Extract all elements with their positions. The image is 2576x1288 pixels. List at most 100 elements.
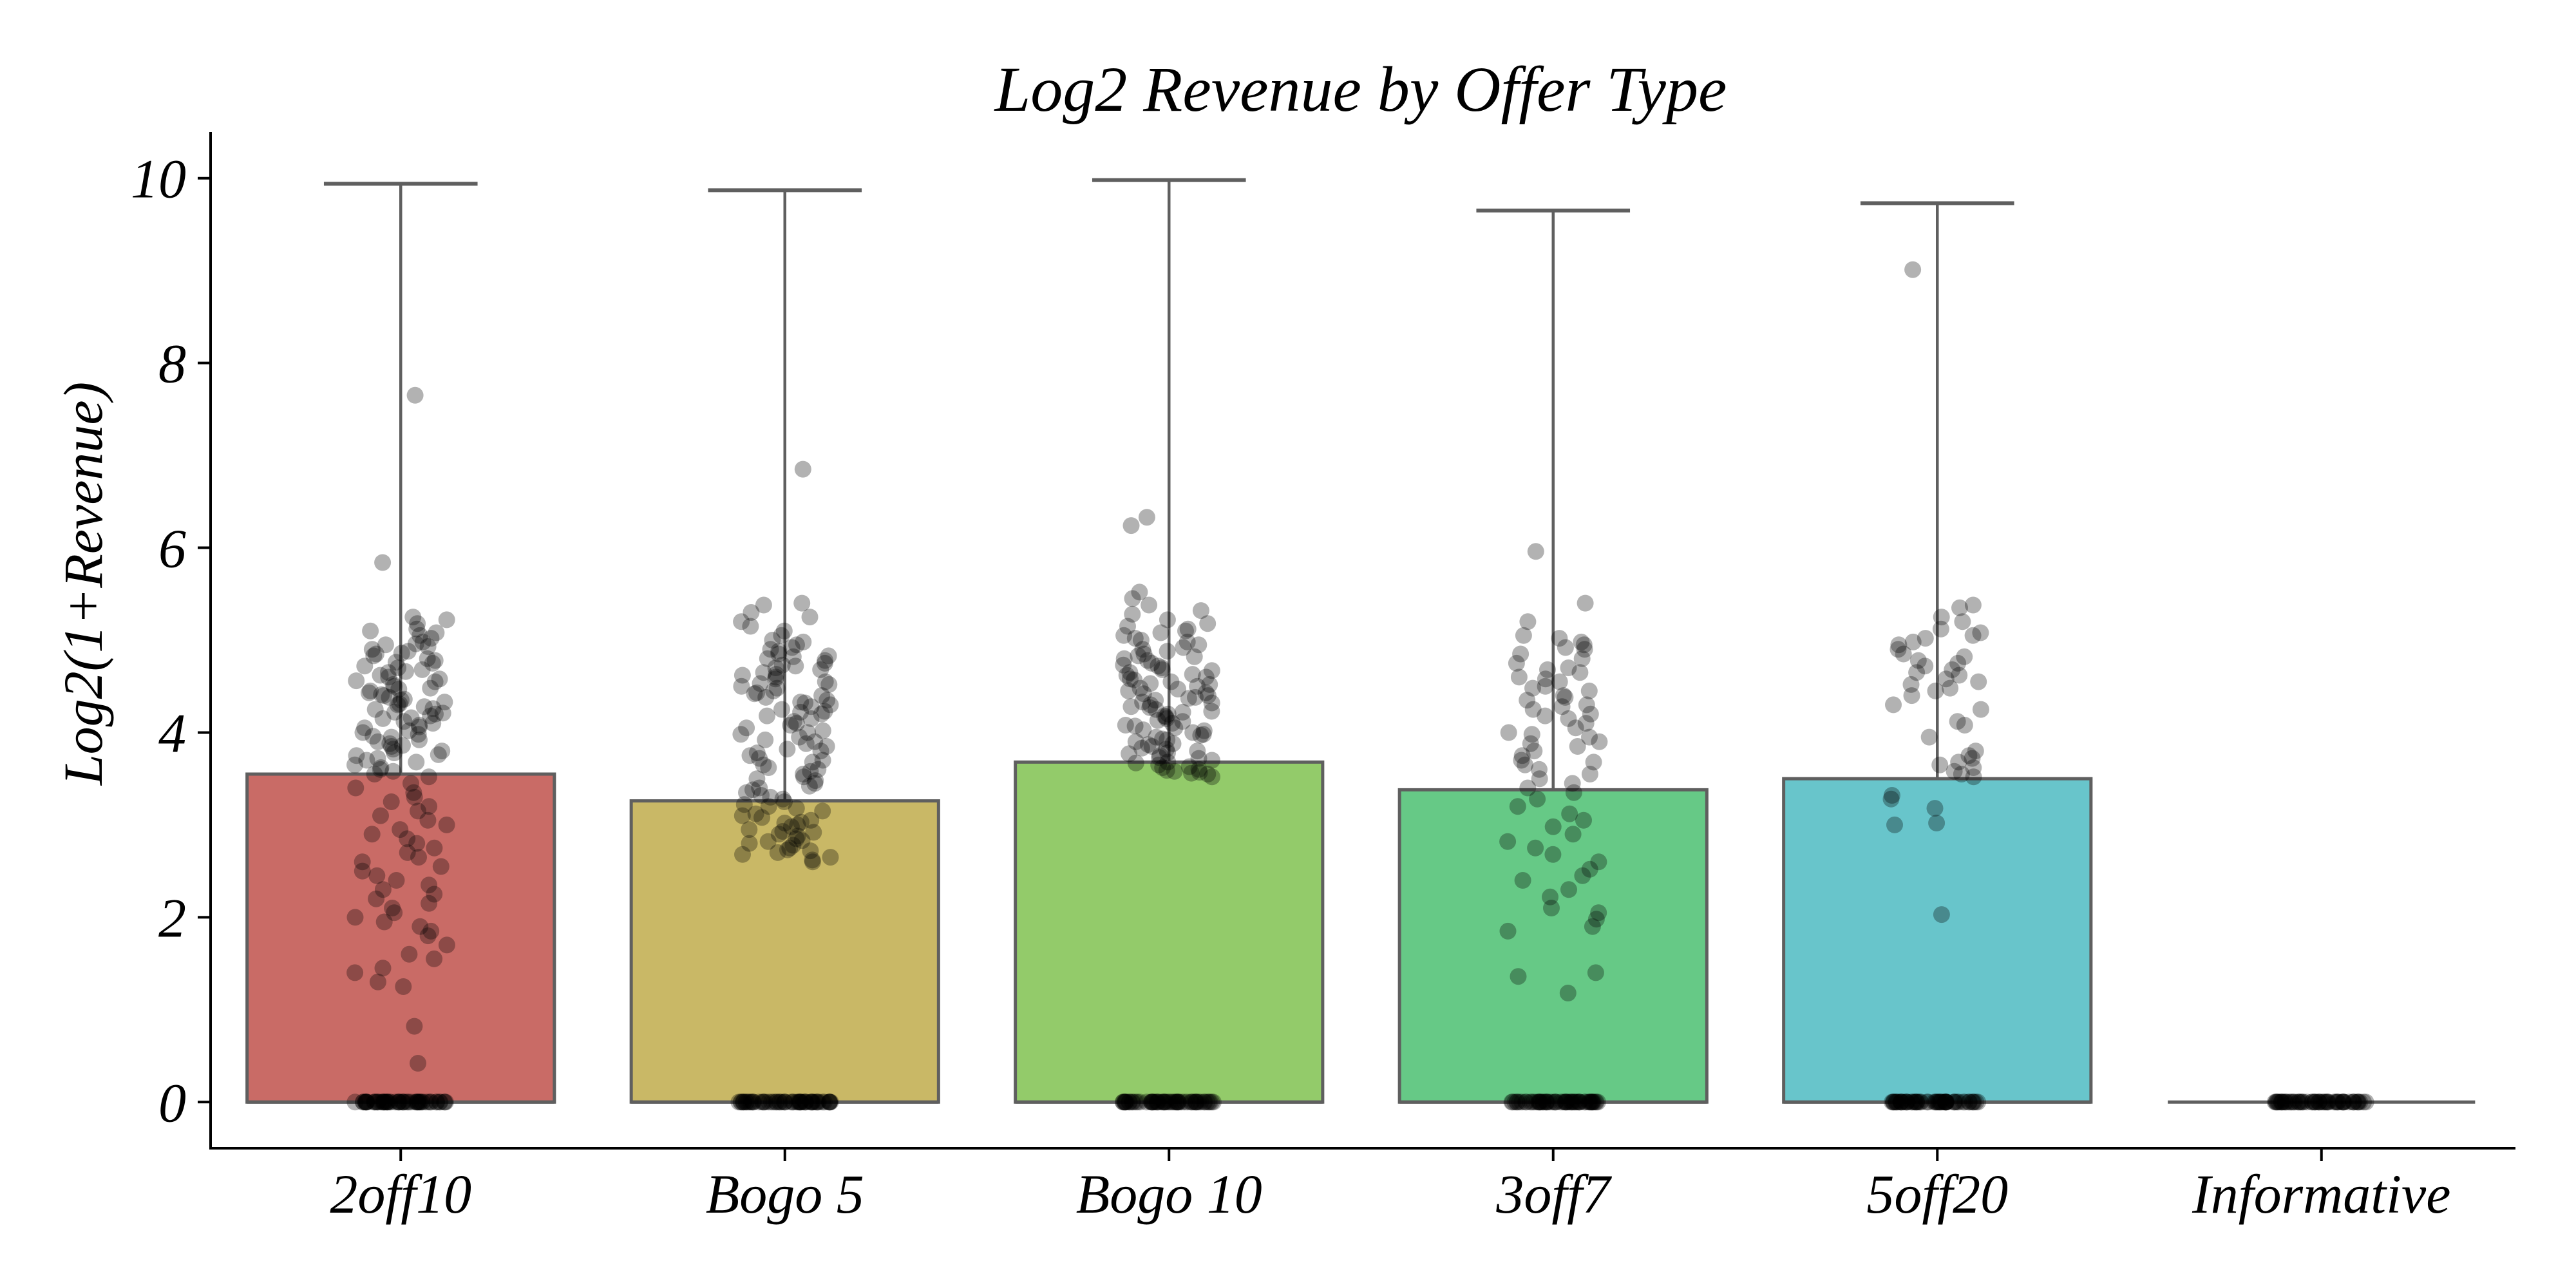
data-point: [1513, 752, 1530, 769]
data-point: [755, 596, 772, 614]
data-point: [1574, 867, 1591, 884]
data-point: [373, 686, 390, 703]
data-point: [1132, 679, 1149, 697]
data-point: [366, 1094, 383, 1111]
data-point: [1143, 654, 1160, 672]
data-point: [2319, 1094, 2336, 1111]
data-point: [366, 1094, 384, 1111]
data-point: [1143, 1094, 1160, 1111]
data-point: [1969, 1094, 1987, 1111]
data-point: [1184, 724, 1202, 741]
data-point: [1949, 713, 1966, 730]
data-point: [1584, 1094, 1601, 1111]
x-ticks: 2off10 Bogo 5 Bogo 10 3off7 5off20 Informativ…: [330, 1148, 2450, 1225]
data-point: [411, 717, 428, 734]
data-point: [346, 909, 364, 926]
data-point: [1931, 1094, 1948, 1111]
data-point: [751, 750, 768, 767]
data-point: [355, 1094, 372, 1111]
data-point: [822, 696, 839, 714]
data-point: [803, 1094, 820, 1111]
data-point: [412, 627, 429, 644]
data-point: [432, 858, 450, 875]
data-point: [790, 1094, 808, 1111]
data-point: [775, 622, 793, 639]
data-point: [820, 647, 837, 665]
data-point: [408, 620, 426, 638]
data-point: [1951, 667, 1968, 684]
data-point: [1903, 687, 1920, 705]
data-point: [410, 849, 427, 866]
data-point: [784, 1094, 802, 1111]
y-axis-label: Log2(1+Revenue): [52, 382, 114, 786]
data-point: [422, 679, 439, 697]
data-point: [1518, 1094, 1535, 1111]
data-point: [738, 1094, 755, 1111]
data-point: [1899, 1094, 1916, 1111]
data-point: [380, 664, 397, 681]
data-point: [1184, 666, 1201, 683]
data-point: [1522, 1094, 1539, 1111]
data-point: [1584, 918, 1601, 935]
data-point: [1147, 701, 1164, 718]
data-point: [1972, 624, 1989, 641]
data-point: [1508, 654, 1525, 672]
data-point: [2310, 1094, 2327, 1111]
data-point: [410, 1055, 426, 1072]
data-point: [436, 1094, 453, 1111]
data-point: [1967, 1094, 1985, 1111]
data-point: [1175, 639, 1192, 656]
data-point: [1185, 1094, 1202, 1111]
data-point: [1189, 677, 1206, 695]
points-bogo-10: [1115, 509, 1222, 1111]
data-point: [1893, 1094, 1910, 1111]
data-point: [1559, 985, 1577, 1001]
data-point: [409, 615, 426, 632]
data-point: [1157, 1094, 1175, 1111]
data-point: [2329, 1094, 2346, 1111]
data-point: [2294, 1094, 2311, 1111]
data-point: [406, 386, 424, 404]
data-point: [773, 627, 790, 644]
data-point: [1154, 730, 1171, 748]
data-point: [752, 675, 769, 692]
data-point: [1118, 1094, 1135, 1111]
data-point: [1904, 633, 1922, 650]
data-point: [1174, 713, 1191, 730]
data-point: [732, 1094, 750, 1111]
data-point: [390, 1094, 407, 1111]
data-point: [1121, 1094, 1138, 1111]
data-point: [421, 798, 438, 815]
data-point: [1530, 1094, 1548, 1111]
data-point: [1188, 1094, 1205, 1111]
data-point: [1166, 762, 1183, 780]
data-point: [1532, 1094, 1549, 1111]
data-point: [1560, 659, 1577, 676]
data-point: [1534, 1094, 1551, 1111]
data-point: [1589, 1094, 1606, 1111]
data-point: [1122, 517, 1140, 535]
data-point: [1886, 816, 1903, 833]
data-point: [768, 679, 786, 697]
data-point: [1571, 1094, 1588, 1111]
data-point: [1882, 790, 1900, 808]
data-point: [793, 594, 811, 612]
data-point: [1918, 1094, 1936, 1111]
data-point: [770, 1094, 788, 1111]
data-point: [1542, 888, 1558, 905]
data-point: [2273, 1094, 2290, 1111]
data-point: [1529, 790, 1546, 808]
data-point: [1564, 1094, 1581, 1111]
data-point: [1180, 758, 1198, 775]
plot-area: [245, 178, 2476, 1111]
data-point: [770, 826, 788, 843]
data-point: [1159, 643, 1176, 660]
data-point: [1956, 717, 1973, 734]
data-point: [1906, 1094, 1924, 1111]
data-point: [1577, 715, 1595, 732]
data-point: [788, 715, 805, 732]
data-point: [394, 737, 411, 754]
data-point: [368, 890, 385, 907]
data-point: [1920, 728, 1938, 746]
